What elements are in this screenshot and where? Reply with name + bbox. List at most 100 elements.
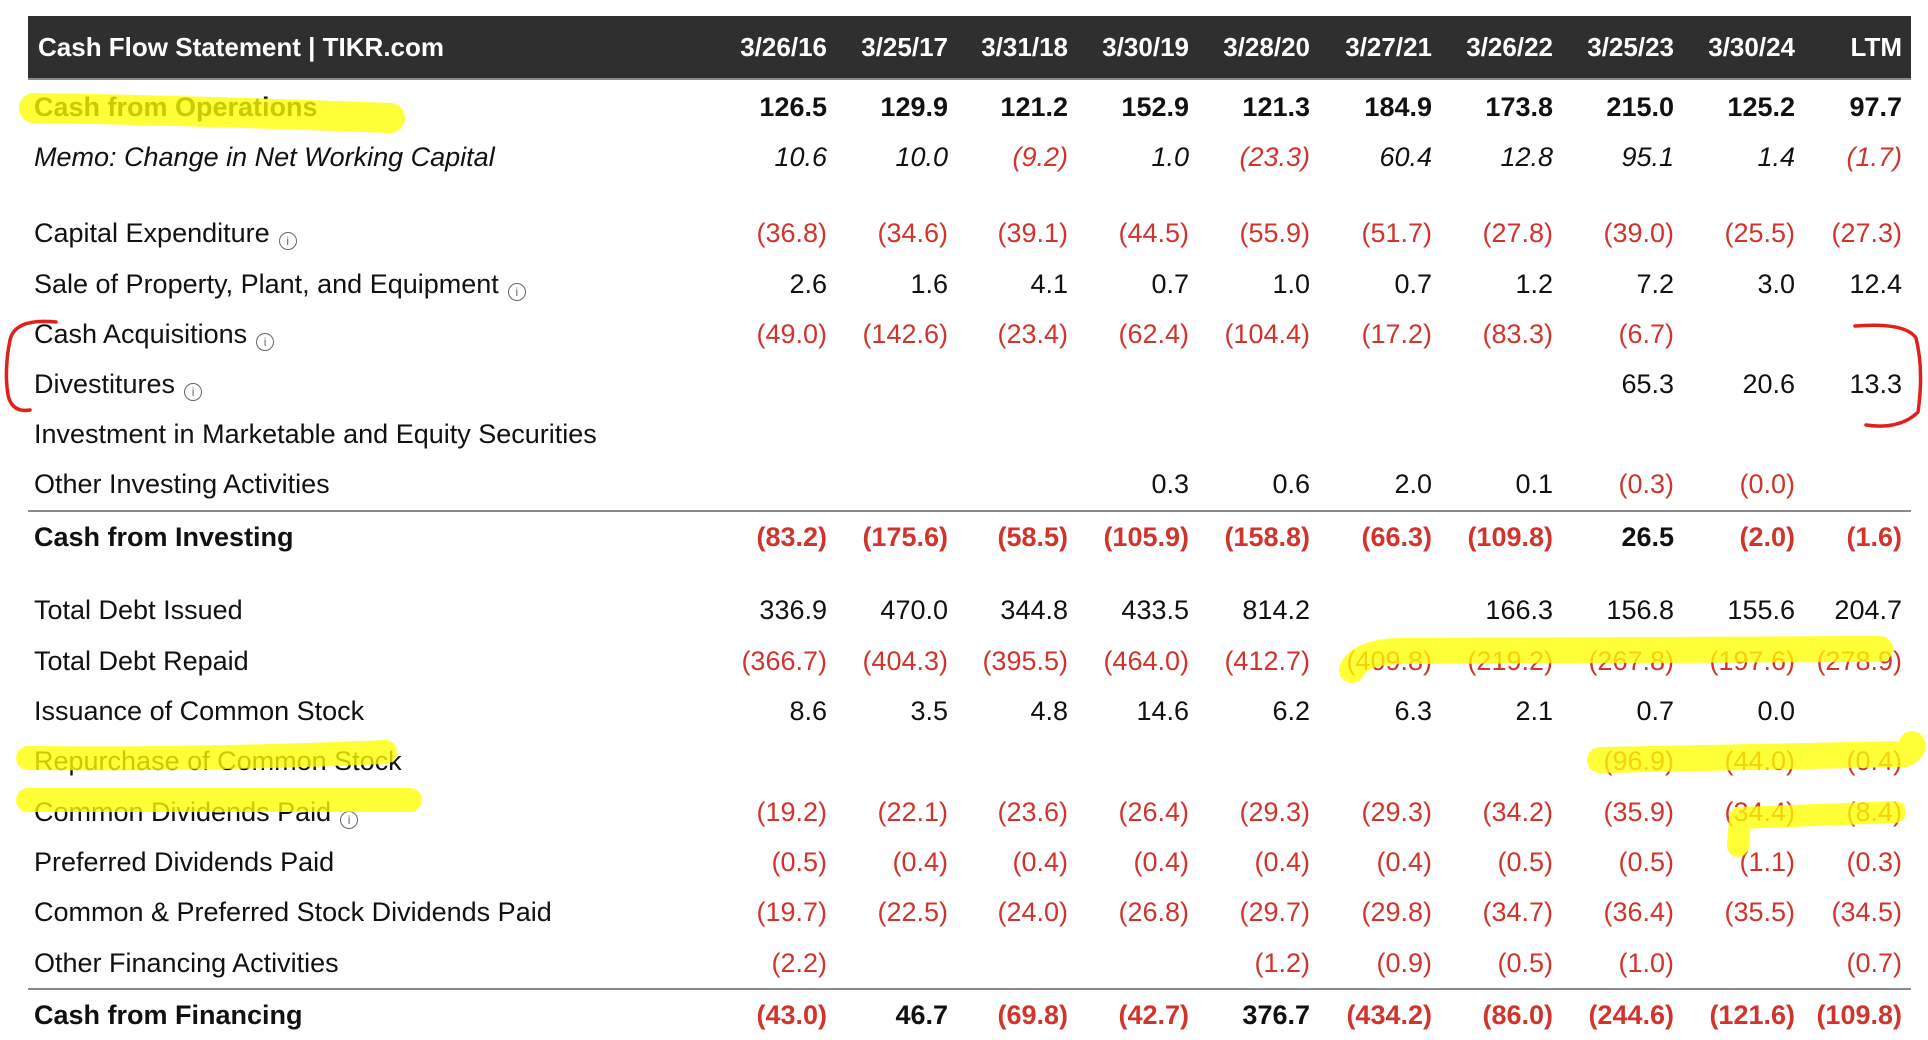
table-cell: 14.6 bbox=[1136, 696, 1189, 726]
table-cell: 3.5 bbox=[910, 696, 948, 726]
row-label: Common & Preferred Stock Dividends Paid bbox=[34, 887, 552, 937]
table-cell: (395.5) bbox=[982, 646, 1068, 676]
info-icon[interactable]: i bbox=[507, 283, 526, 301]
column-header[interactable]: 3/26/16 bbox=[740, 32, 827, 62]
table-cell: (39.0) bbox=[1603, 218, 1674, 248]
table-row: Divestitures i 65.3 20.6 13.3 bbox=[28, 359, 1911, 409]
table-cell: (121.6) bbox=[1709, 1000, 1795, 1030]
table-cell: 433.5 bbox=[1121, 595, 1189, 625]
table-cell: 0.1 bbox=[1515, 469, 1553, 499]
table-cell: (25.5) bbox=[1724, 218, 1795, 248]
table-cell: 1.0 bbox=[1272, 269, 1310, 299]
table-cell: (0.5) bbox=[1497, 948, 1553, 978]
table-cell: 60.4 bbox=[1379, 142, 1432, 172]
info-icon[interactable]: i bbox=[184, 383, 203, 401]
table-cell: (22.1) bbox=[877, 797, 948, 827]
row-label-text: Capital Expenditure bbox=[34, 218, 270, 248]
table-cell: 0.0 bbox=[1757, 696, 1795, 726]
column-header[interactable]: 3/25/23 bbox=[1587, 32, 1674, 62]
table-cell: (36.4) bbox=[1603, 897, 1674, 927]
table-cell: 7.2 bbox=[1636, 269, 1674, 299]
row-label: Cash from Operations bbox=[34, 82, 318, 132]
table-cell: (29.3) bbox=[1239, 797, 1310, 827]
table-cell: (2.2) bbox=[771, 948, 827, 978]
table-cell: (1.6) bbox=[1846, 522, 1902, 552]
column-header[interactable]: 3/26/22 bbox=[1466, 32, 1553, 62]
table-row: Sale of Property, Plant, and Equipment i 2… bbox=[28, 259, 1911, 309]
table-cell: 26.5 bbox=[1621, 522, 1674, 552]
column-header[interactable]: 3/30/19 bbox=[1102, 32, 1189, 62]
table-cell: (0.4) bbox=[1133, 847, 1189, 877]
info-icon[interactable]: i bbox=[340, 811, 359, 829]
table-cell: 1.2 bbox=[1515, 269, 1553, 299]
table-cell: (0.5) bbox=[771, 847, 827, 877]
table-cell: 6.3 bbox=[1394, 696, 1432, 726]
table-cell: (34.5) bbox=[1831, 897, 1902, 927]
column-header[interactable]: 3/27/21 bbox=[1345, 32, 1432, 62]
table-cell: (105.9) bbox=[1103, 522, 1189, 552]
table-cell: (23.6) bbox=[997, 797, 1068, 827]
table-row: Other Investing Activities 0.3 0.6 2.0 0.1 (0… bbox=[28, 459, 1911, 509]
table-row: Capital Expenditure i (36.8) (34.6) (39.1) (4… bbox=[28, 208, 1911, 258]
table-row: Repurchase of Common Stock (96.9) (44.0) (0… bbox=[28, 736, 1911, 786]
table-cell: (44.0) bbox=[1724, 746, 1795, 776]
table-cell: (1.7) bbox=[1846, 142, 1902, 172]
table-cell: 12.4 bbox=[1849, 269, 1902, 299]
table-cell: (109.8) bbox=[1467, 522, 1553, 552]
row-label-text: Cash from Investing bbox=[34, 522, 294, 552]
table-cell: 3.0 bbox=[1757, 269, 1795, 299]
column-header[interactable]: 3/31/18 bbox=[981, 32, 1068, 62]
table-cell: (158.8) bbox=[1224, 522, 1310, 552]
table-cell: 0.7 bbox=[1151, 269, 1189, 299]
table-cell: (1.2) bbox=[1254, 948, 1310, 978]
info-icon[interactable]: i bbox=[256, 333, 275, 351]
table-cell: (34.2) bbox=[1482, 797, 1553, 827]
table-cell: (27.8) bbox=[1482, 218, 1553, 248]
table-cell: (0.3) bbox=[1618, 469, 1674, 499]
table-cell: (244.6) bbox=[1588, 1000, 1674, 1030]
row-label-text: Cash Acquisitions bbox=[34, 319, 248, 349]
table-cell: (0.7) bbox=[1846, 948, 1902, 978]
table-cell: 46.7 bbox=[895, 1000, 948, 1030]
row-label: Total Debt Repaid bbox=[34, 636, 249, 686]
column-header[interactable]: 3/30/24 bbox=[1708, 32, 1795, 62]
table-title: Cash Flow Statement | TIKR.com bbox=[38, 32, 444, 62]
table-cell: (23.3) bbox=[1239, 142, 1310, 172]
table-cell: (51.7) bbox=[1361, 218, 1432, 248]
table-cell: (175.6) bbox=[862, 522, 948, 552]
table-cell: (34.4) bbox=[1724, 797, 1795, 827]
column-header[interactable]: LTM bbox=[1850, 32, 1903, 62]
table-cell: (0.0) bbox=[1739, 469, 1795, 499]
table-cell: 155.6 bbox=[1727, 595, 1795, 625]
row-label: Total Debt Issued bbox=[34, 585, 243, 635]
table-cell: 0.6 bbox=[1272, 469, 1310, 499]
row-label: Cash from Financing bbox=[34, 990, 303, 1040]
table-cell: 156.8 bbox=[1606, 595, 1674, 625]
info-icon[interactable]: i bbox=[278, 232, 297, 250]
row-label: Preferred Dividends Paid bbox=[34, 837, 334, 887]
table-cell: 470.0 bbox=[880, 595, 948, 625]
table-cell: (35.5) bbox=[1724, 897, 1795, 927]
table-cell: (69.8) bbox=[997, 1000, 1068, 1030]
table-cell: (83.3) bbox=[1482, 319, 1553, 349]
row-label-text: Memo: Change in Net Working Capital bbox=[34, 142, 495, 172]
table-row: Common Dividends Paid i (19.2) (22.1) (23.6)… bbox=[28, 787, 1911, 837]
table-cell: 336.9 bbox=[759, 595, 827, 625]
table-cell: (34.6) bbox=[877, 218, 948, 248]
table-row: Other Financing Activities (2.2) (1.2) (0.9… bbox=[28, 938, 1911, 988]
table-cell: 0.3 bbox=[1151, 469, 1189, 499]
row-label: Memo: Change in Net Working Capital bbox=[34, 132, 495, 182]
column-header[interactable]: 3/28/20 bbox=[1223, 32, 1310, 62]
row-label: Divestitures i bbox=[34, 359, 203, 409]
table-cell: 0.7 bbox=[1636, 696, 1674, 726]
table-cell: (29.8) bbox=[1361, 897, 1432, 927]
row-label: Sale of Property, Plant, and Equipment i bbox=[34, 259, 526, 309]
table-cell: 814.2 bbox=[1242, 595, 1310, 625]
table-cell: (0.5) bbox=[1497, 847, 1553, 877]
table-cell: (434.2) bbox=[1346, 1000, 1432, 1030]
table-cell: 13.3 bbox=[1849, 369, 1902, 399]
table-cell: (104.4) bbox=[1224, 319, 1310, 349]
table-cell: (412.7) bbox=[1224, 646, 1310, 676]
row-label-text: Divestitures bbox=[34, 369, 176, 399]
column-header[interactable]: 3/25/17 bbox=[861, 32, 948, 62]
